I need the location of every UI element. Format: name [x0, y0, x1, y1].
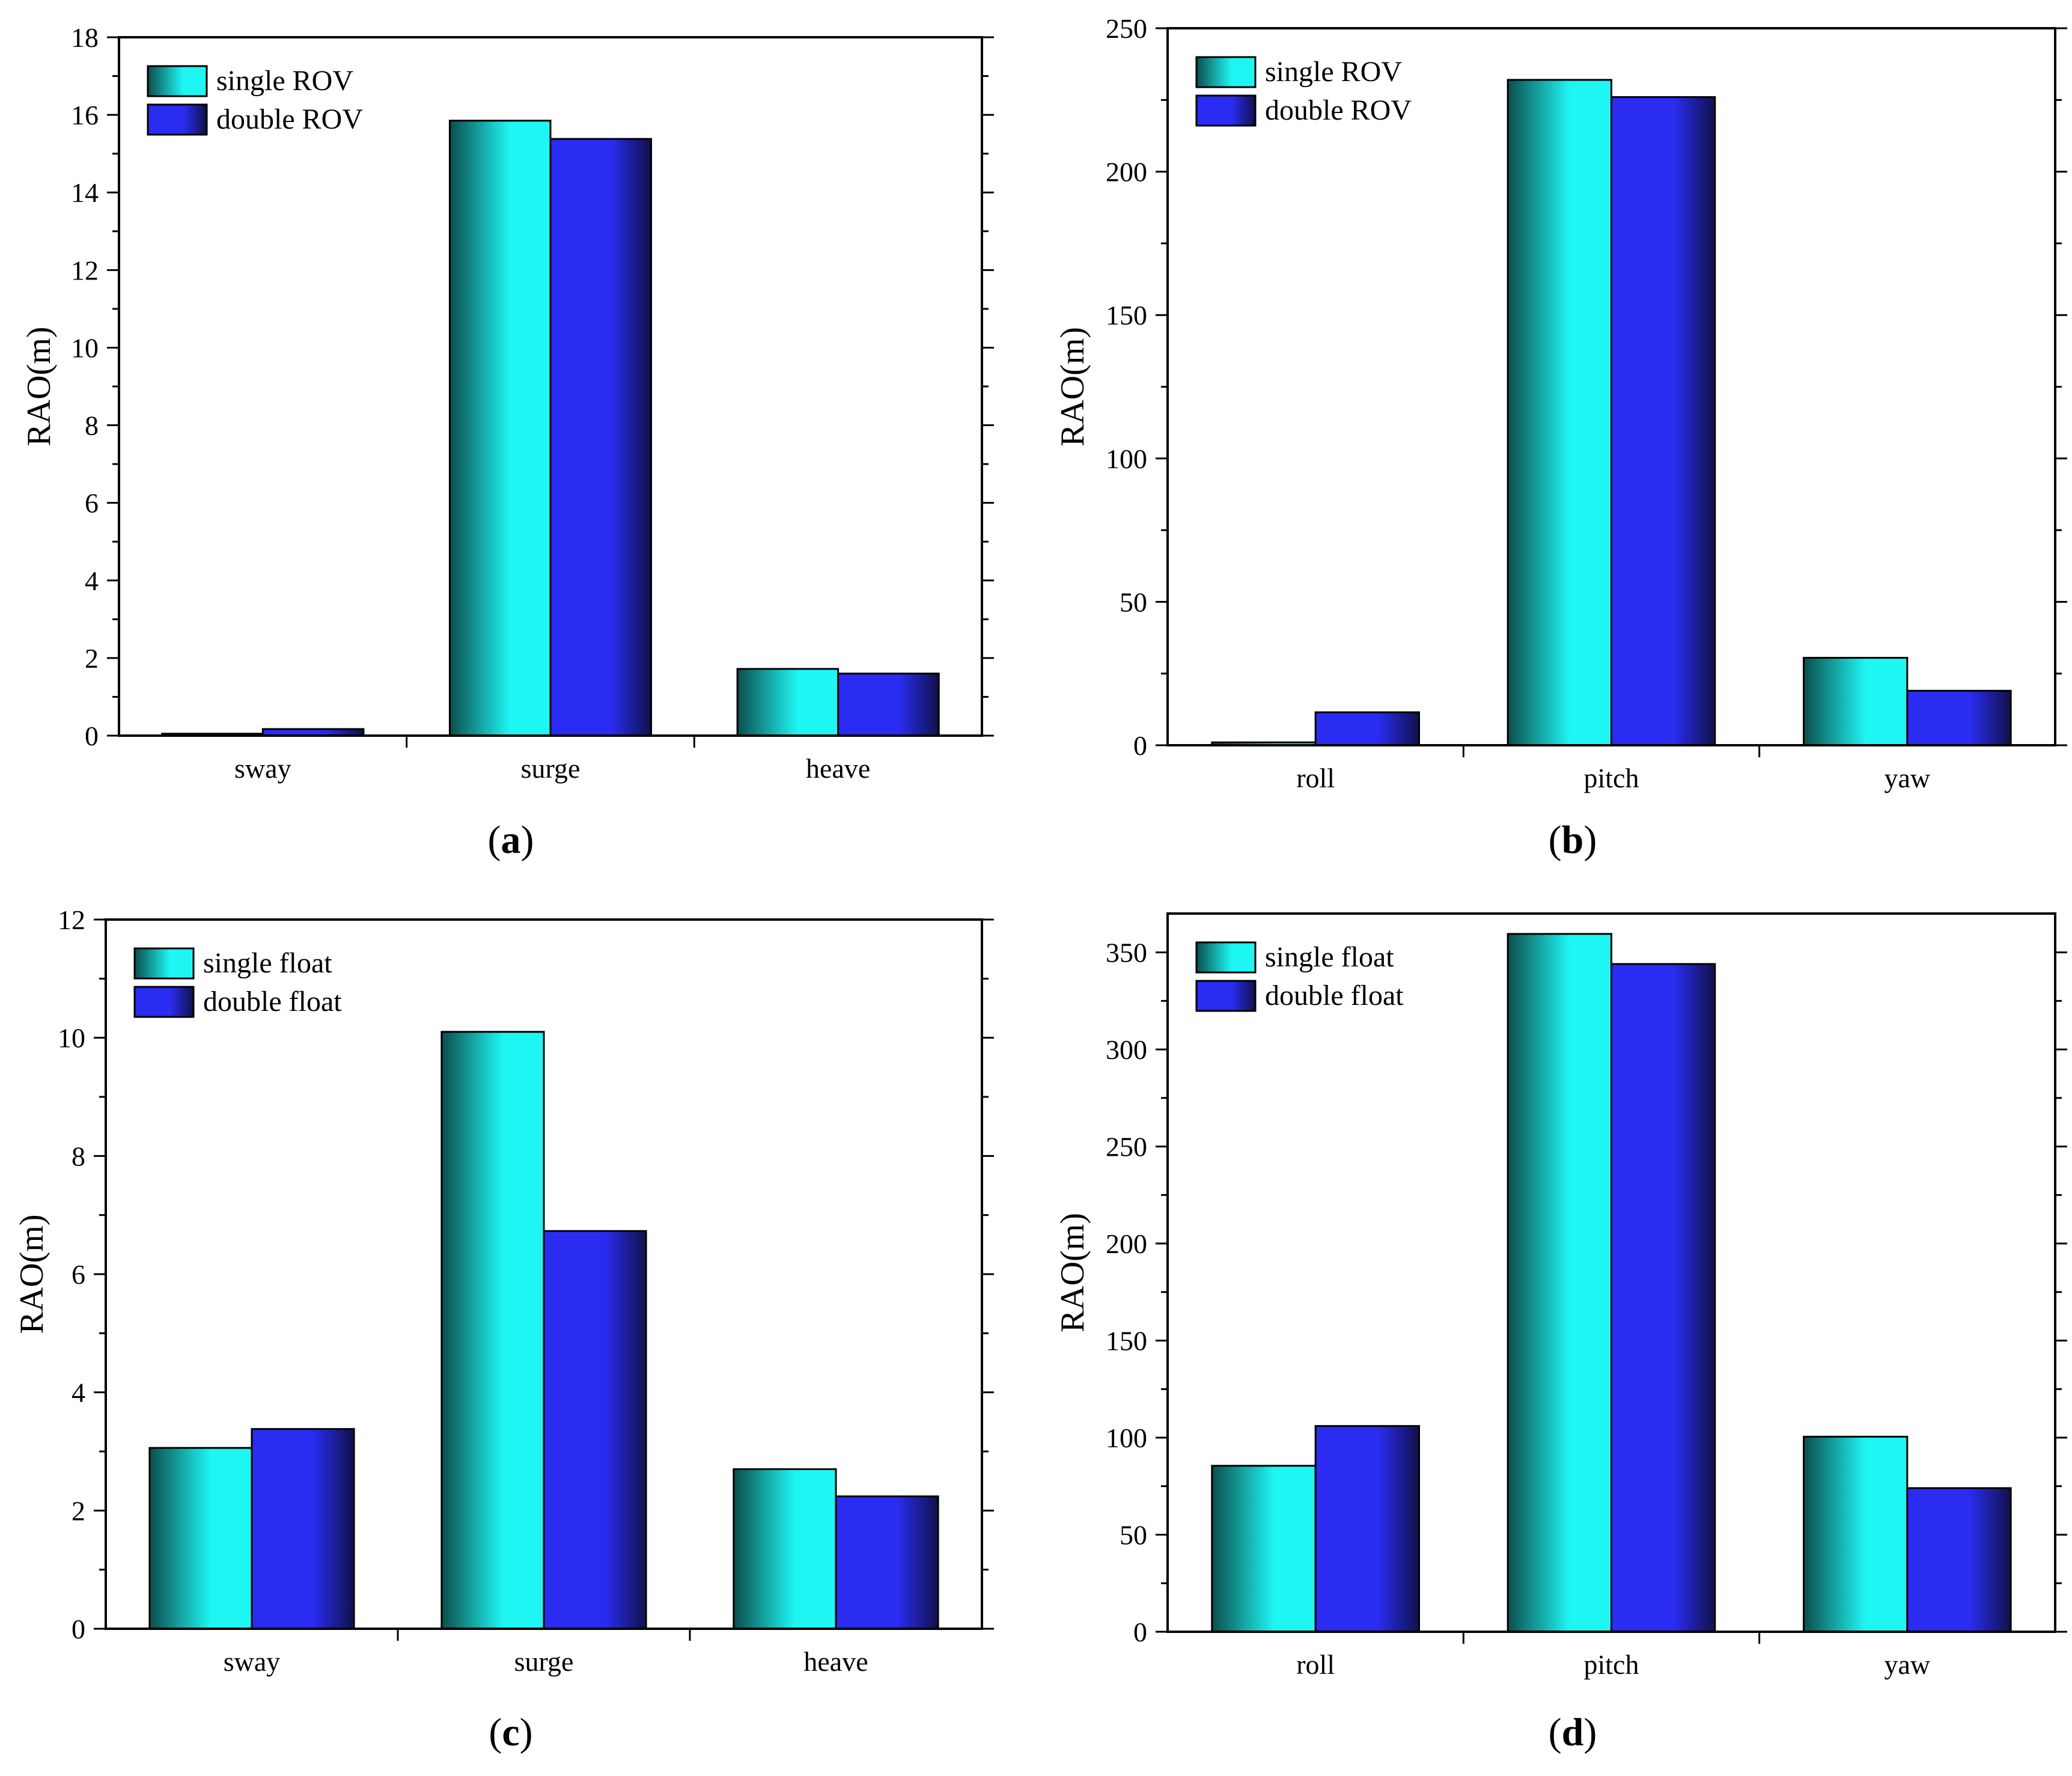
- y-tick-label-b-150: 150: [1106, 300, 1147, 331]
- panel-label-c: (c): [489, 1710, 533, 1754]
- legend-label-b-double: double ROV: [1265, 94, 1412, 126]
- bar-c-double-surge: [543, 1230, 647, 1630]
- bar-d-single-pitch: [1507, 933, 1613, 1633]
- legend-label-a-single: single ROV: [216, 65, 353, 97]
- bar-b-double-roll: [1314, 711, 1420, 746]
- panel-label-d: (d): [1548, 1710, 1597, 1754]
- y-tick-label-a-2: 2: [85, 643, 99, 674]
- y-tick-label-d-50: 50: [1120, 1520, 1147, 1551]
- bar-b-double-pitch: [1610, 96, 1716, 746]
- bar-a-double-heave: [837, 673, 940, 737]
- legend-label-c-single: single float: [203, 947, 332, 979]
- legend-label-d-single: single float: [1265, 941, 1394, 973]
- x-tick-label-c-sway: sway: [224, 1646, 281, 1677]
- legend-swatch-a-double: [147, 103, 208, 136]
- bar-c-single-heave: [733, 1468, 837, 1630]
- y-tick-label-d-200: 200: [1106, 1228, 1147, 1259]
- legend-swatch-b-single: [1195, 56, 1257, 88]
- bar-d-double-roll: [1314, 1425, 1420, 1633]
- y-tick-label-b-200: 200: [1106, 157, 1147, 188]
- legend-swatch-a-single: [147, 65, 208, 97]
- chart-panel-b: roll pitch yaw 0 50 100 150 200 250 RAO(m) single …: [1054, 13, 2067, 793]
- y-tick-label-c-6: 6: [72, 1259, 85, 1290]
- bar-a-double-surge: [549, 138, 653, 737]
- y-tick-label-a-12: 12: [71, 255, 99, 285]
- x-tick-label-d-yaw: yaw: [1885, 1649, 1931, 1680]
- bar-b-double-yaw: [1906, 689, 2012, 746]
- y-tick-label-a-6: 6: [85, 488, 99, 519]
- legend-swatch-c-single: [133, 947, 195, 980]
- plot-frame-d: [1166, 912, 2056, 1633]
- y-tick-label-c-0: 0: [72, 1614, 85, 1644]
- legend-label-a-double: double ROV: [216, 103, 363, 135]
- bar-b-single-yaw: [1803, 656, 1909, 746]
- y-axis-label-a: RAO(m): [20, 326, 58, 446]
- y-tick-label-d-350: 350: [1106, 938, 1147, 968]
- y-tick-label-c-2: 2: [72, 1495, 85, 1526]
- y-tick-label-d-100: 100: [1106, 1423, 1147, 1453]
- panel-label-a: (a): [487, 818, 534, 862]
- y-tick-label-c-12: 12: [58, 905, 85, 935]
- bar-a-single-heave: [736, 668, 839, 737]
- y-tick-label-b-0: 0: [1133, 730, 1147, 761]
- bar-d-double-pitch: [1610, 963, 1716, 1633]
- y-tick-label-d-300: 300: [1106, 1034, 1147, 1065]
- y-axis-label-d: RAO(m): [1054, 1213, 1091, 1332]
- bar-c-single-sway: [148, 1447, 253, 1630]
- bar-c-double-heave: [835, 1495, 939, 1630]
- x-tick-label-d-roll: roll: [1296, 1649, 1335, 1680]
- legend-swatch-d-single: [1195, 941, 1257, 974]
- chart-panel-c: sway surge heave 0 2 4 6 8 10 12 RAO(m) single floa…: [13, 905, 994, 1677]
- y-tick-label-a-10: 10: [71, 332, 99, 363]
- y-tick-label-d-250: 250: [1106, 1132, 1147, 1162]
- chart-panel-a: sway surge heave 0 2 4 6 8 10 12 14 16 18 RAO(m) singl…: [20, 22, 994, 784]
- y-tick-label-d-150: 150: [1106, 1326, 1147, 1356]
- x-tick-label-b-pitch: pitch: [1584, 763, 1639, 793]
- y-tick-label-b-100: 100: [1106, 444, 1147, 474]
- bar-c-double-sway: [251, 1428, 355, 1630]
- legend-swatch-d-double: [1195, 980, 1257, 1012]
- y-tick-label-b-250: 250: [1106, 13, 1147, 44]
- legend-label-b-single: single ROV: [1265, 56, 1402, 88]
- bar-c-single-surge: [440, 1031, 545, 1630]
- y-tick-label-c-10: 10: [58, 1023, 85, 1054]
- y-tick-label-a-14: 14: [71, 177, 99, 208]
- y-tick-label-a-18: 18: [71, 22, 99, 53]
- y-tick-label-a-0: 0: [85, 721, 99, 751]
- x-tick-label-a-surge: surge: [521, 753, 580, 784]
- x-tick-label-b-yaw: yaw: [1885, 763, 1931, 793]
- bar-a-single-surge: [448, 120, 552, 737]
- y-tick-label-a-4: 4: [85, 566, 99, 596]
- bar-d-double-yaw: [1906, 1487, 2012, 1633]
- y-axis-label-b: RAO(m): [1054, 327, 1091, 447]
- x-tick-label-c-surge: surge: [514, 1646, 574, 1677]
- y-tick-label-c-8: 8: [72, 1141, 85, 1171]
- chart-panel-d: roll pitch yaw 0 50 100 150 200 250 300 350 RAO(m) s…: [1054, 912, 2067, 1680]
- bar-d-single-roll: [1211, 1465, 1317, 1633]
- x-tick-label-a-sway: sway: [234, 753, 291, 784]
- bar-d-single-yaw: [1803, 1435, 1909, 1633]
- x-tick-label-b-roll: roll: [1296, 763, 1335, 793]
- y-axis-label-c: RAO(m): [13, 1214, 50, 1334]
- x-tick-label-c-heave: heave: [803, 1646, 868, 1677]
- y-tick-label-b-50: 50: [1120, 587, 1147, 617]
- y-tick-label-a-8: 8: [85, 410, 99, 441]
- panel-label-b: (b): [1548, 818, 1597, 862]
- legend-label-d-double: double float: [1265, 980, 1404, 1012]
- y-tick-label-c-4: 4: [72, 1378, 85, 1408]
- legend-swatch-b-double: [1195, 94, 1257, 127]
- y-tick-label-a-16: 16: [71, 100, 99, 130]
- x-tick-label-d-pitch: pitch: [1584, 1649, 1639, 1680]
- x-tick-label-a-heave: heave: [806, 753, 870, 784]
- legend-swatch-c-double: [133, 986, 195, 1018]
- bar-b-single-pitch: [1507, 79, 1613, 746]
- legend-label-c-double: double float: [203, 986, 342, 1018]
- y-tick-label-d-0: 0: [1133, 1617, 1147, 1647]
